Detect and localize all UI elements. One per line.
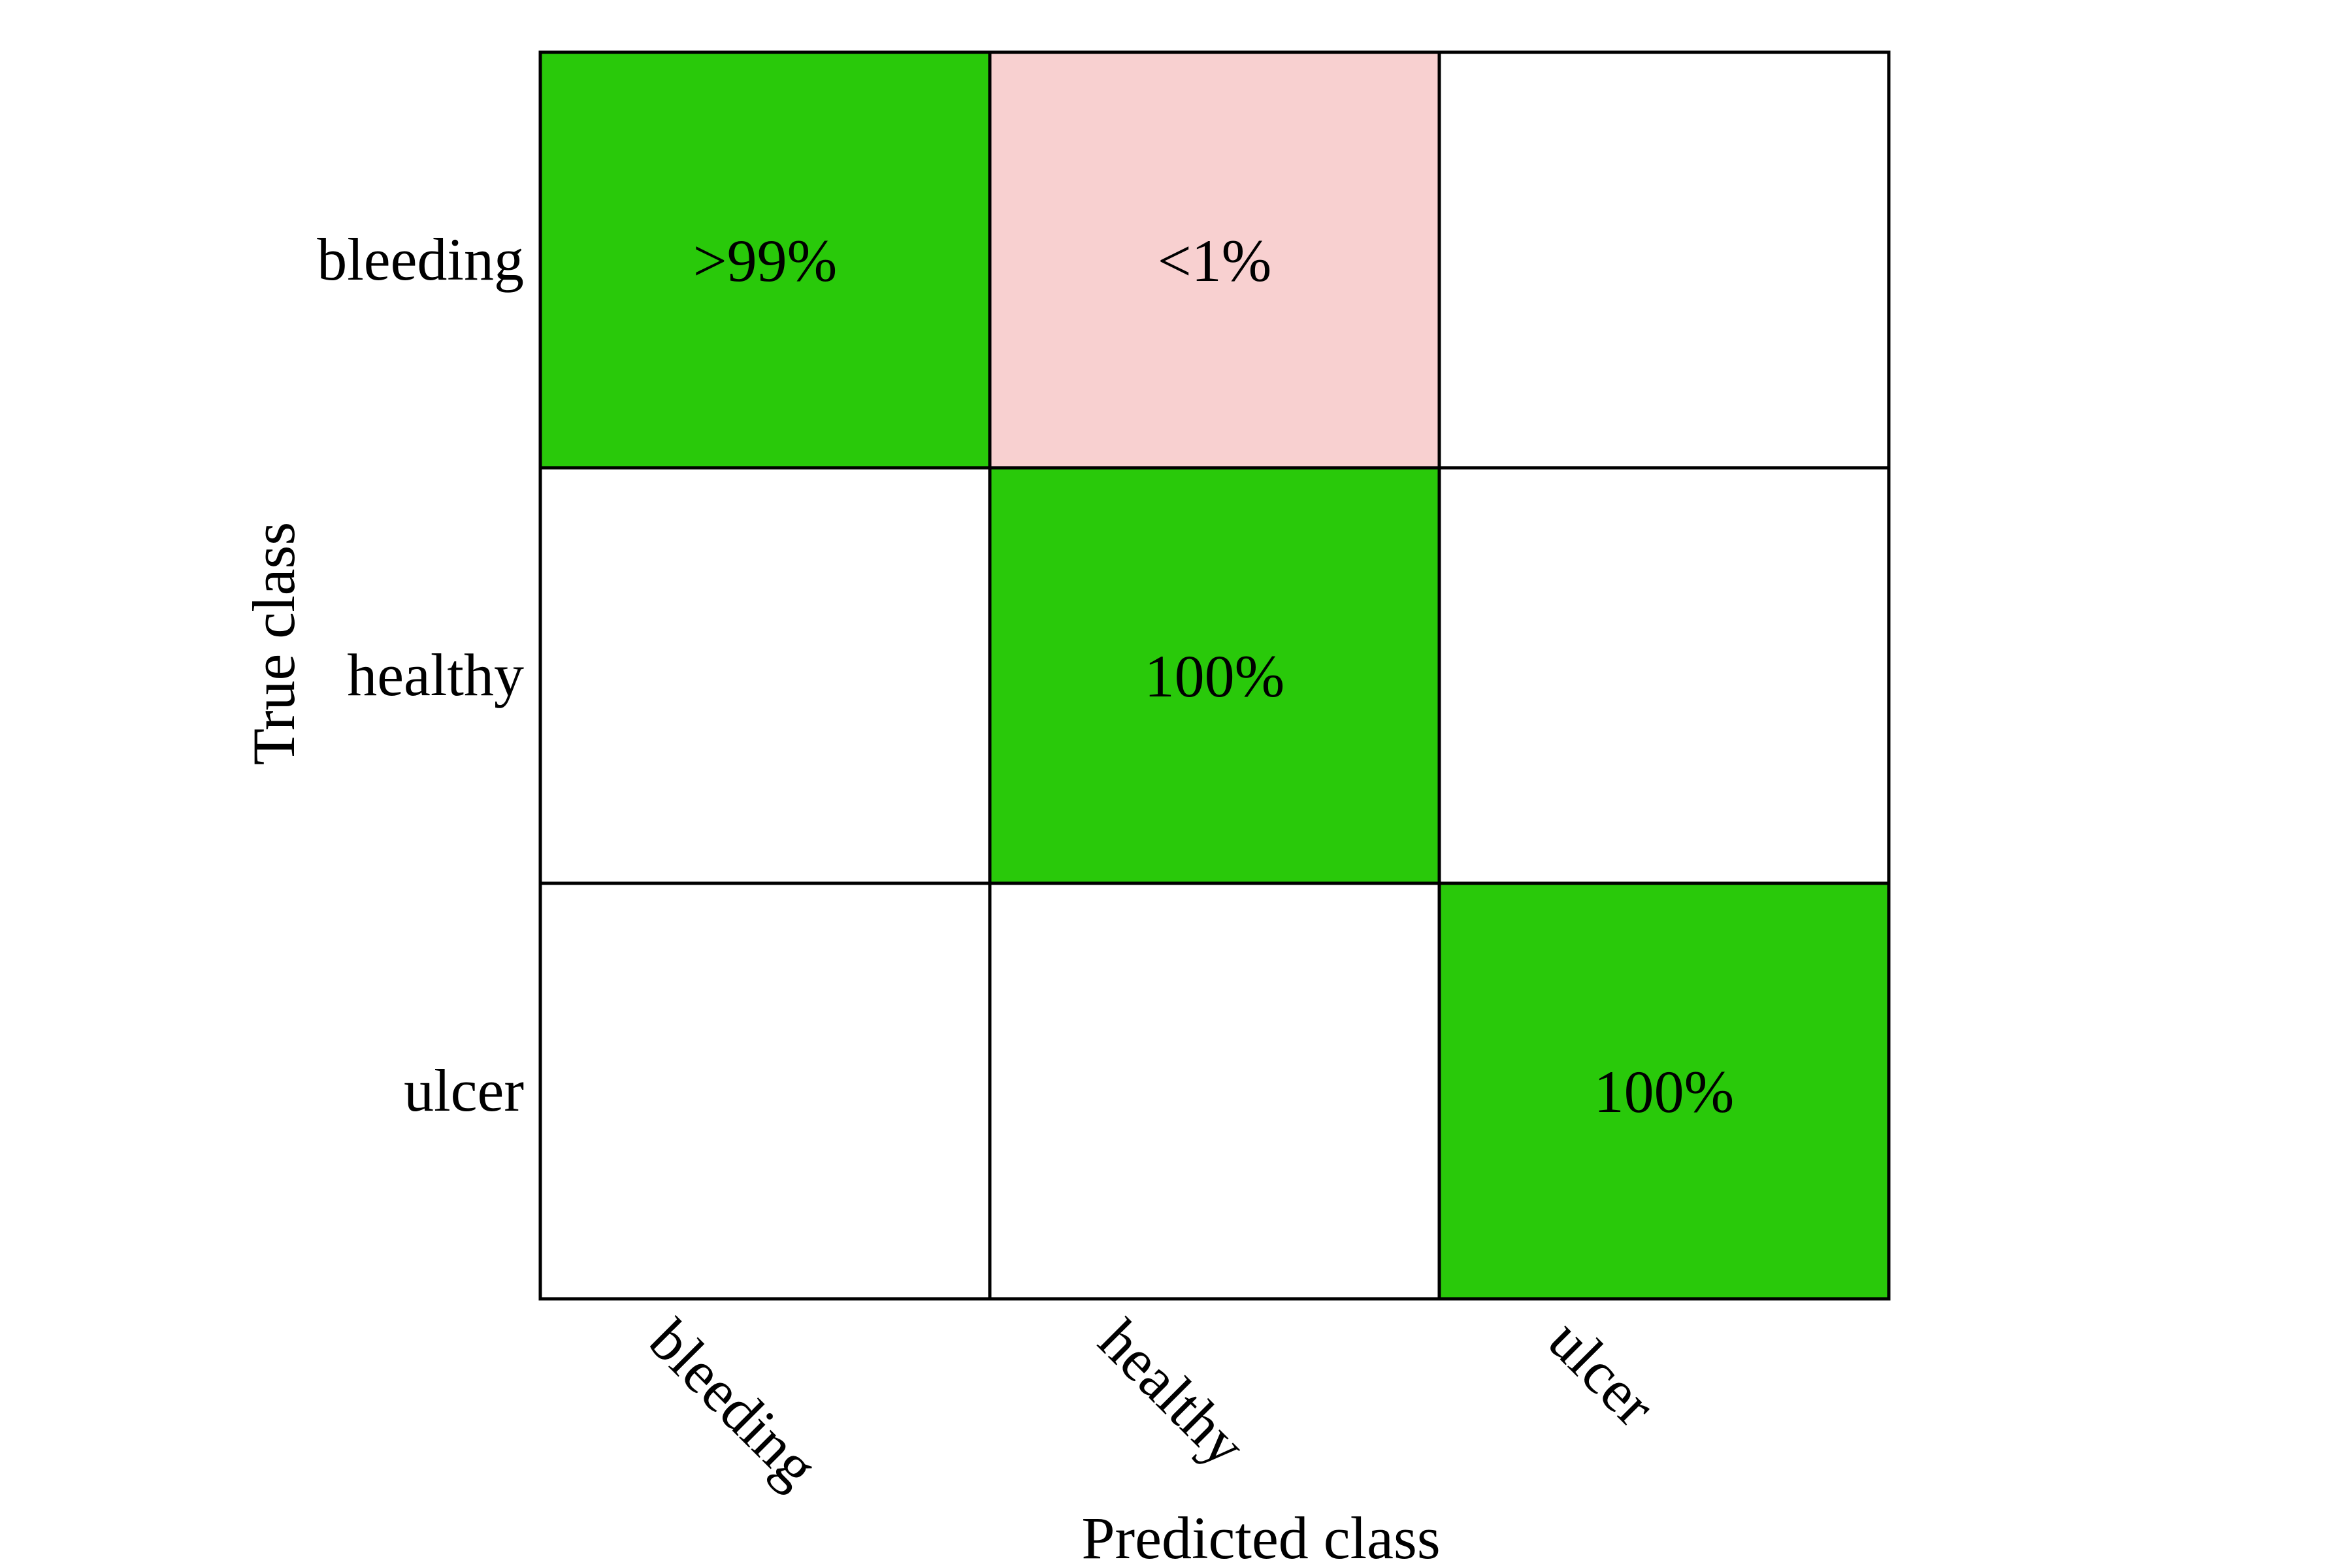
matrix-cell-ulcer-healthy: [988, 881, 1441, 1301]
cell-value-label: 100%: [1145, 643, 1285, 710]
matrix-cell-healthy-healthy: [988, 466, 1441, 885]
y-tick-labels: bleeding healthy ulcer: [317, 226, 524, 1124]
matrix-cell-healthy-ulcer: [1437, 466, 1891, 885]
x-tick-label: ulcer: [1536, 1307, 1668, 1439]
x-axis-label: Predicted class: [1081, 1505, 1440, 1568]
x-tick-label: healthy: [1086, 1307, 1259, 1479]
y-tick-label: bleeding: [317, 226, 524, 293]
x-tick-labels: bleeding healthy ulcer: [637, 1307, 1668, 1500]
cell-value-label: <1%: [1158, 227, 1272, 294]
matrix-cell-ulcer-ulcer: [1437, 881, 1891, 1301]
matrix-cell-ulcer-bleeding: [538, 881, 992, 1301]
matrix-cell-bleeding-healthy: [988, 50, 1441, 470]
cell-value-label: 100%: [1594, 1058, 1735, 1125]
y-tick-label: ulcer: [404, 1057, 524, 1124]
matrix-cell-healthy-bleeding: [538, 466, 992, 885]
matrix-cells: [538, 50, 1891, 1301]
y-axis-label: True class: [240, 522, 307, 765]
y-tick-label: healthy: [347, 642, 524, 708]
x-tick-label: bleeding: [637, 1307, 830, 1500]
matrix-cell-bleeding-bleeding: [538, 50, 992, 470]
cell-value-label: >99%: [693, 227, 838, 294]
matrix-cell-labels: >99% <1% 100% 100%: [693, 227, 1735, 1125]
matrix-cell-bleeding-ulcer: [1437, 50, 1891, 470]
